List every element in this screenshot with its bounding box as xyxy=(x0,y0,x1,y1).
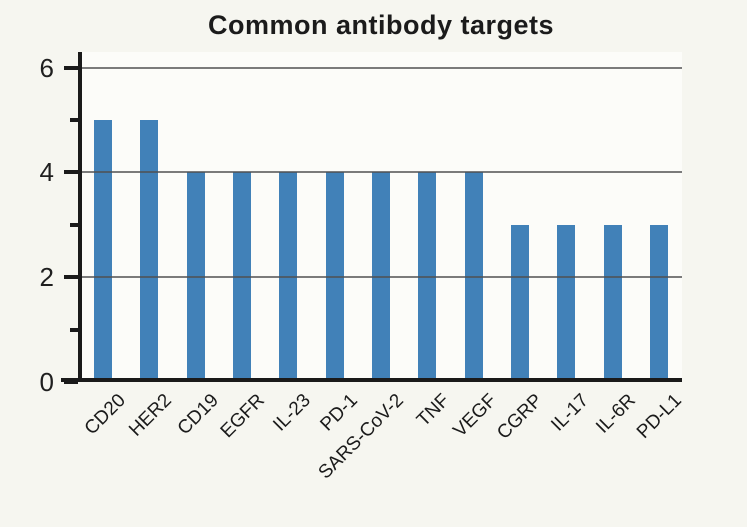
y-minor-tick xyxy=(70,327,78,332)
y-tick-label: 0 xyxy=(39,367,54,397)
x-tick-label: CGRP xyxy=(493,390,547,444)
y-tick-label: 4 xyxy=(39,157,54,188)
gridline xyxy=(80,171,682,174)
bar xyxy=(557,224,576,382)
y-major-tick xyxy=(64,65,78,70)
bar xyxy=(94,120,113,382)
y-axis-spine xyxy=(78,52,82,382)
bar xyxy=(603,224,622,382)
gridline xyxy=(80,66,682,69)
y-tick-label: 2 xyxy=(39,262,54,293)
x-tick-label: CD19 xyxy=(173,390,223,440)
plot-area: CD20 HER2 CD19 EGFR IL-23 PD-1 SARS-CoV-2 TNF VE… xyxy=(40,52,686,483)
x-tick-label: IL-23 xyxy=(269,390,316,436)
y-major-tick xyxy=(64,275,78,280)
x-axis-spine xyxy=(61,378,682,382)
chart-title: Common antibody targets xyxy=(207,10,555,40)
bar xyxy=(649,224,668,382)
x-tick-label: IL-6R xyxy=(591,390,640,438)
x-tick-label: IL-17 xyxy=(547,390,594,436)
x-tick-label: VEGF xyxy=(449,390,501,442)
x-tick-label: EGFR xyxy=(216,390,269,443)
bar xyxy=(510,224,529,382)
x-tick-label: PD-L1 xyxy=(632,390,686,443)
y-minor-tick xyxy=(70,222,78,227)
y-tick-label: 6 xyxy=(39,52,54,83)
x-tick-label: CD20 xyxy=(80,390,130,440)
gridline xyxy=(80,276,682,279)
y-major-tick xyxy=(64,380,78,384)
y-major-tick xyxy=(64,170,78,175)
bar xyxy=(140,120,159,382)
y-minor-tick xyxy=(70,118,78,123)
x-tick-label: HER2 xyxy=(125,390,177,441)
